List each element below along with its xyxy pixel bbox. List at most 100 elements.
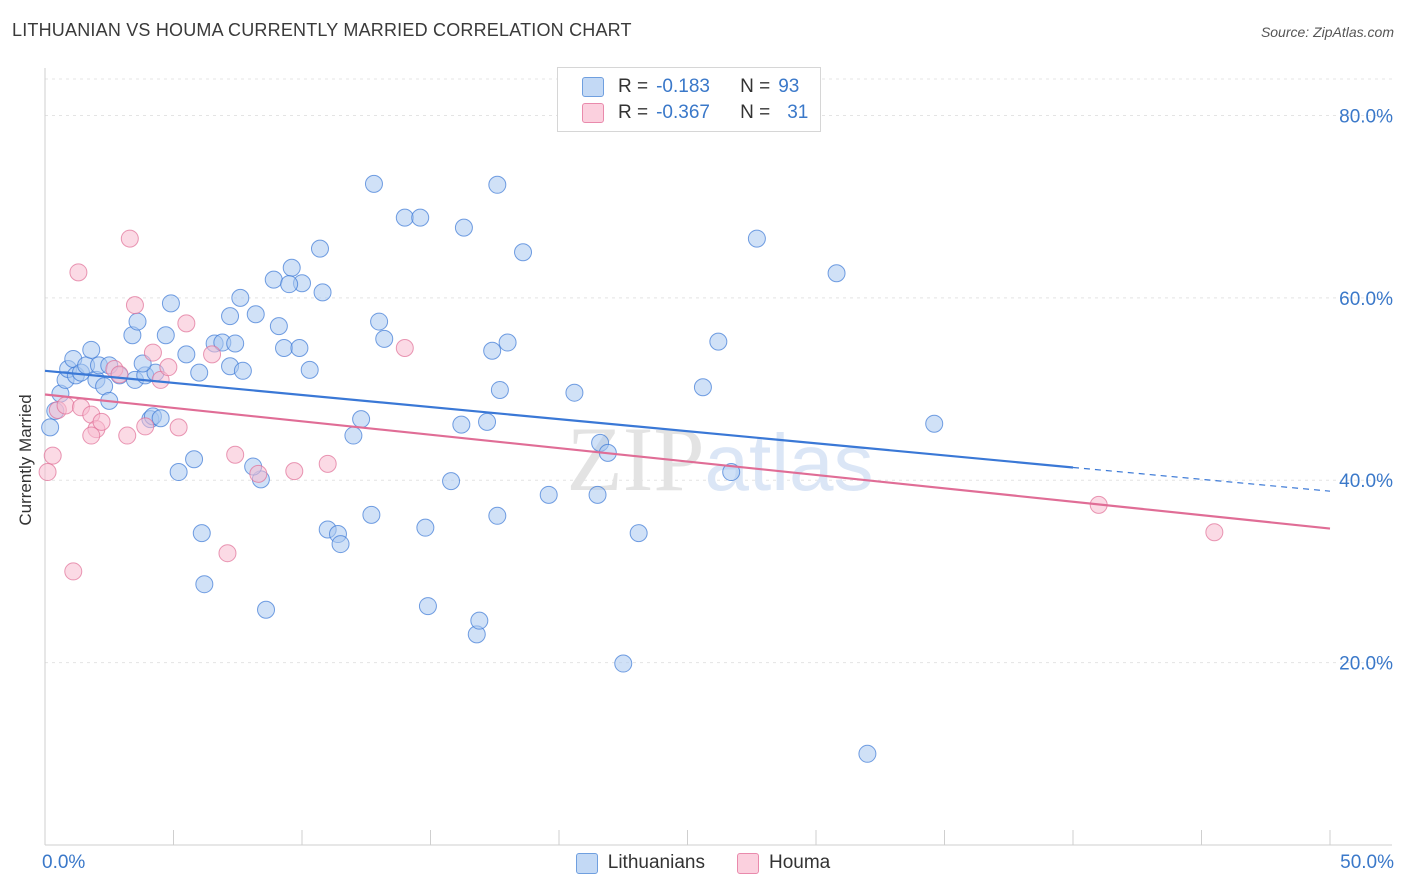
data-point: [226, 334, 245, 353]
y-tick-label: 20.0%: [1339, 654, 1393, 675]
data-point: [38, 463, 57, 482]
data-point: [143, 343, 162, 362]
data-point: [264, 270, 283, 289]
data-point: [418, 597, 437, 616]
data-point: [69, 263, 88, 282]
data-point: [722, 463, 741, 482]
data-point: [370, 312, 389, 331]
stats-row-houma: R = -0.367 N = 31: [582, 101, 808, 125]
data-point: [231, 288, 250, 307]
stats-row-lithuanians: R = -0.183 N = 93: [582, 75, 799, 99]
trend-line-houma: [44, 393, 1331, 530]
y-tick-label: 40.0%: [1339, 471, 1393, 492]
data-point: [858, 744, 877, 763]
data-point: [411, 208, 430, 227]
data-point: [120, 229, 139, 248]
data-point: [629, 524, 648, 543]
data-point: [514, 243, 533, 262]
data-point: [118, 426, 137, 445]
data-points: [38, 174, 1224, 763]
data-point: [498, 333, 517, 352]
data-point: [300, 360, 319, 379]
data-point: [442, 472, 461, 491]
data-point: [454, 218, 473, 237]
data-point: [282, 258, 301, 277]
data-point: [539, 485, 558, 504]
y-tick-label: 80.0%: [1339, 106, 1393, 127]
data-point: [290, 339, 309, 358]
data-point: [488, 175, 507, 194]
n-value: 93: [778, 76, 800, 97]
data-point: [151, 409, 170, 428]
n-label: N =: [740, 102, 771, 123]
r-label: R =: [618, 102, 649, 123]
data-point: [190, 363, 209, 382]
legend-swatch-lithuanians: [575, 852, 598, 874]
data-point: [156, 326, 175, 345]
data-point: [82, 340, 101, 359]
data-point: [364, 174, 383, 193]
data-point: [310, 239, 329, 258]
r-label: R =: [618, 76, 649, 97]
data-point: [416, 518, 435, 537]
data-point: [925, 414, 944, 433]
legend-label: Houma: [768, 852, 831, 873]
trend-line-lithuanians: [44, 369, 1074, 469]
data-point: [128, 312, 147, 331]
data-point: [233, 361, 252, 380]
source-label: Source: ZipAtlas.com: [1260, 24, 1394, 40]
x-tick-max: 50.0%: [1340, 852, 1394, 873]
data-point: [470, 611, 489, 630]
data-point: [136, 417, 155, 436]
data-point: [693, 378, 712, 397]
data-point: [565, 383, 584, 402]
data-point: [125, 296, 144, 315]
data-point: [195, 575, 214, 594]
data-point: [614, 654, 633, 673]
data-point: [56, 396, 75, 415]
data-point: [203, 345, 222, 364]
data-point: [709, 332, 728, 351]
data-point: [177, 314, 196, 333]
data-point: [452, 415, 471, 434]
data-point: [483, 341, 502, 360]
data-point: [159, 358, 178, 377]
r-value: -0.183: [656, 76, 710, 97]
n-label: N =: [740, 76, 771, 97]
series-lithuanians: [41, 174, 944, 763]
data-point: [352, 410, 371, 429]
data-point: [395, 208, 414, 227]
y-tick-labels: 20.0% 40.0% 60.0% 80.0%: [1339, 106, 1393, 674]
y-tick-label: 60.0%: [1339, 289, 1393, 310]
data-point: [275, 339, 294, 358]
data-point: [82, 426, 101, 445]
data-point: [257, 600, 276, 619]
data-point: [221, 307, 240, 326]
watermark: ZIPatlas: [567, 408, 874, 510]
data-point: [43, 446, 62, 465]
legend-item-houma[interactable]: Houma: [736, 852, 831, 874]
r-value: -0.367: [656, 102, 710, 123]
data-point: [331, 535, 350, 554]
data-point: [218, 544, 237, 563]
data-point: [92, 412, 111, 431]
data-point: [827, 264, 846, 283]
data-point: [490, 380, 509, 399]
data-point: [280, 275, 299, 294]
data-point: [185, 450, 204, 469]
data-point: [395, 339, 414, 358]
trend-lines: [44, 369, 1331, 530]
chart-title: LITHUANIAN VS HOUMA CURRENTLY MARRIED CO…: [12, 20, 632, 40]
data-point: [488, 506, 507, 525]
data-point: [313, 283, 332, 302]
data-point: [1205, 523, 1224, 542]
data-point: [588, 485, 607, 504]
data-point: [375, 329, 394, 348]
data-point: [177, 345, 196, 364]
series-houma: [38, 229, 1224, 581]
data-point: [362, 505, 381, 524]
x-tick-min: 0.0%: [42, 852, 86, 873]
legend-label: Lithuanians: [607, 852, 705, 873]
data-point: [161, 294, 180, 313]
legend-item-lithuanians[interactable]: Lithuanians: [575, 852, 705, 874]
